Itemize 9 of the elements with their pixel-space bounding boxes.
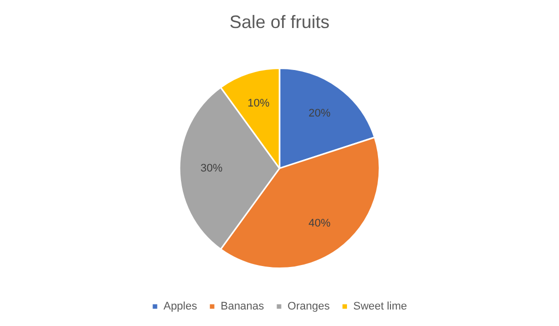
legend-label: Oranges — [288, 300, 330, 313]
legend-label: Apples — [163, 300, 198, 313]
legend-label: Sweet lime — [353, 300, 408, 313]
chart-title: Sale of fruits — [229, 12, 330, 32]
data-label: 10% — [247, 98, 270, 110]
legend-label: Bananas — [220, 300, 265, 313]
data-label: 20% — [308, 107, 331, 120]
data-label: 40% — [308, 217, 331, 230]
data-label: 30% — [200, 162, 223, 174]
